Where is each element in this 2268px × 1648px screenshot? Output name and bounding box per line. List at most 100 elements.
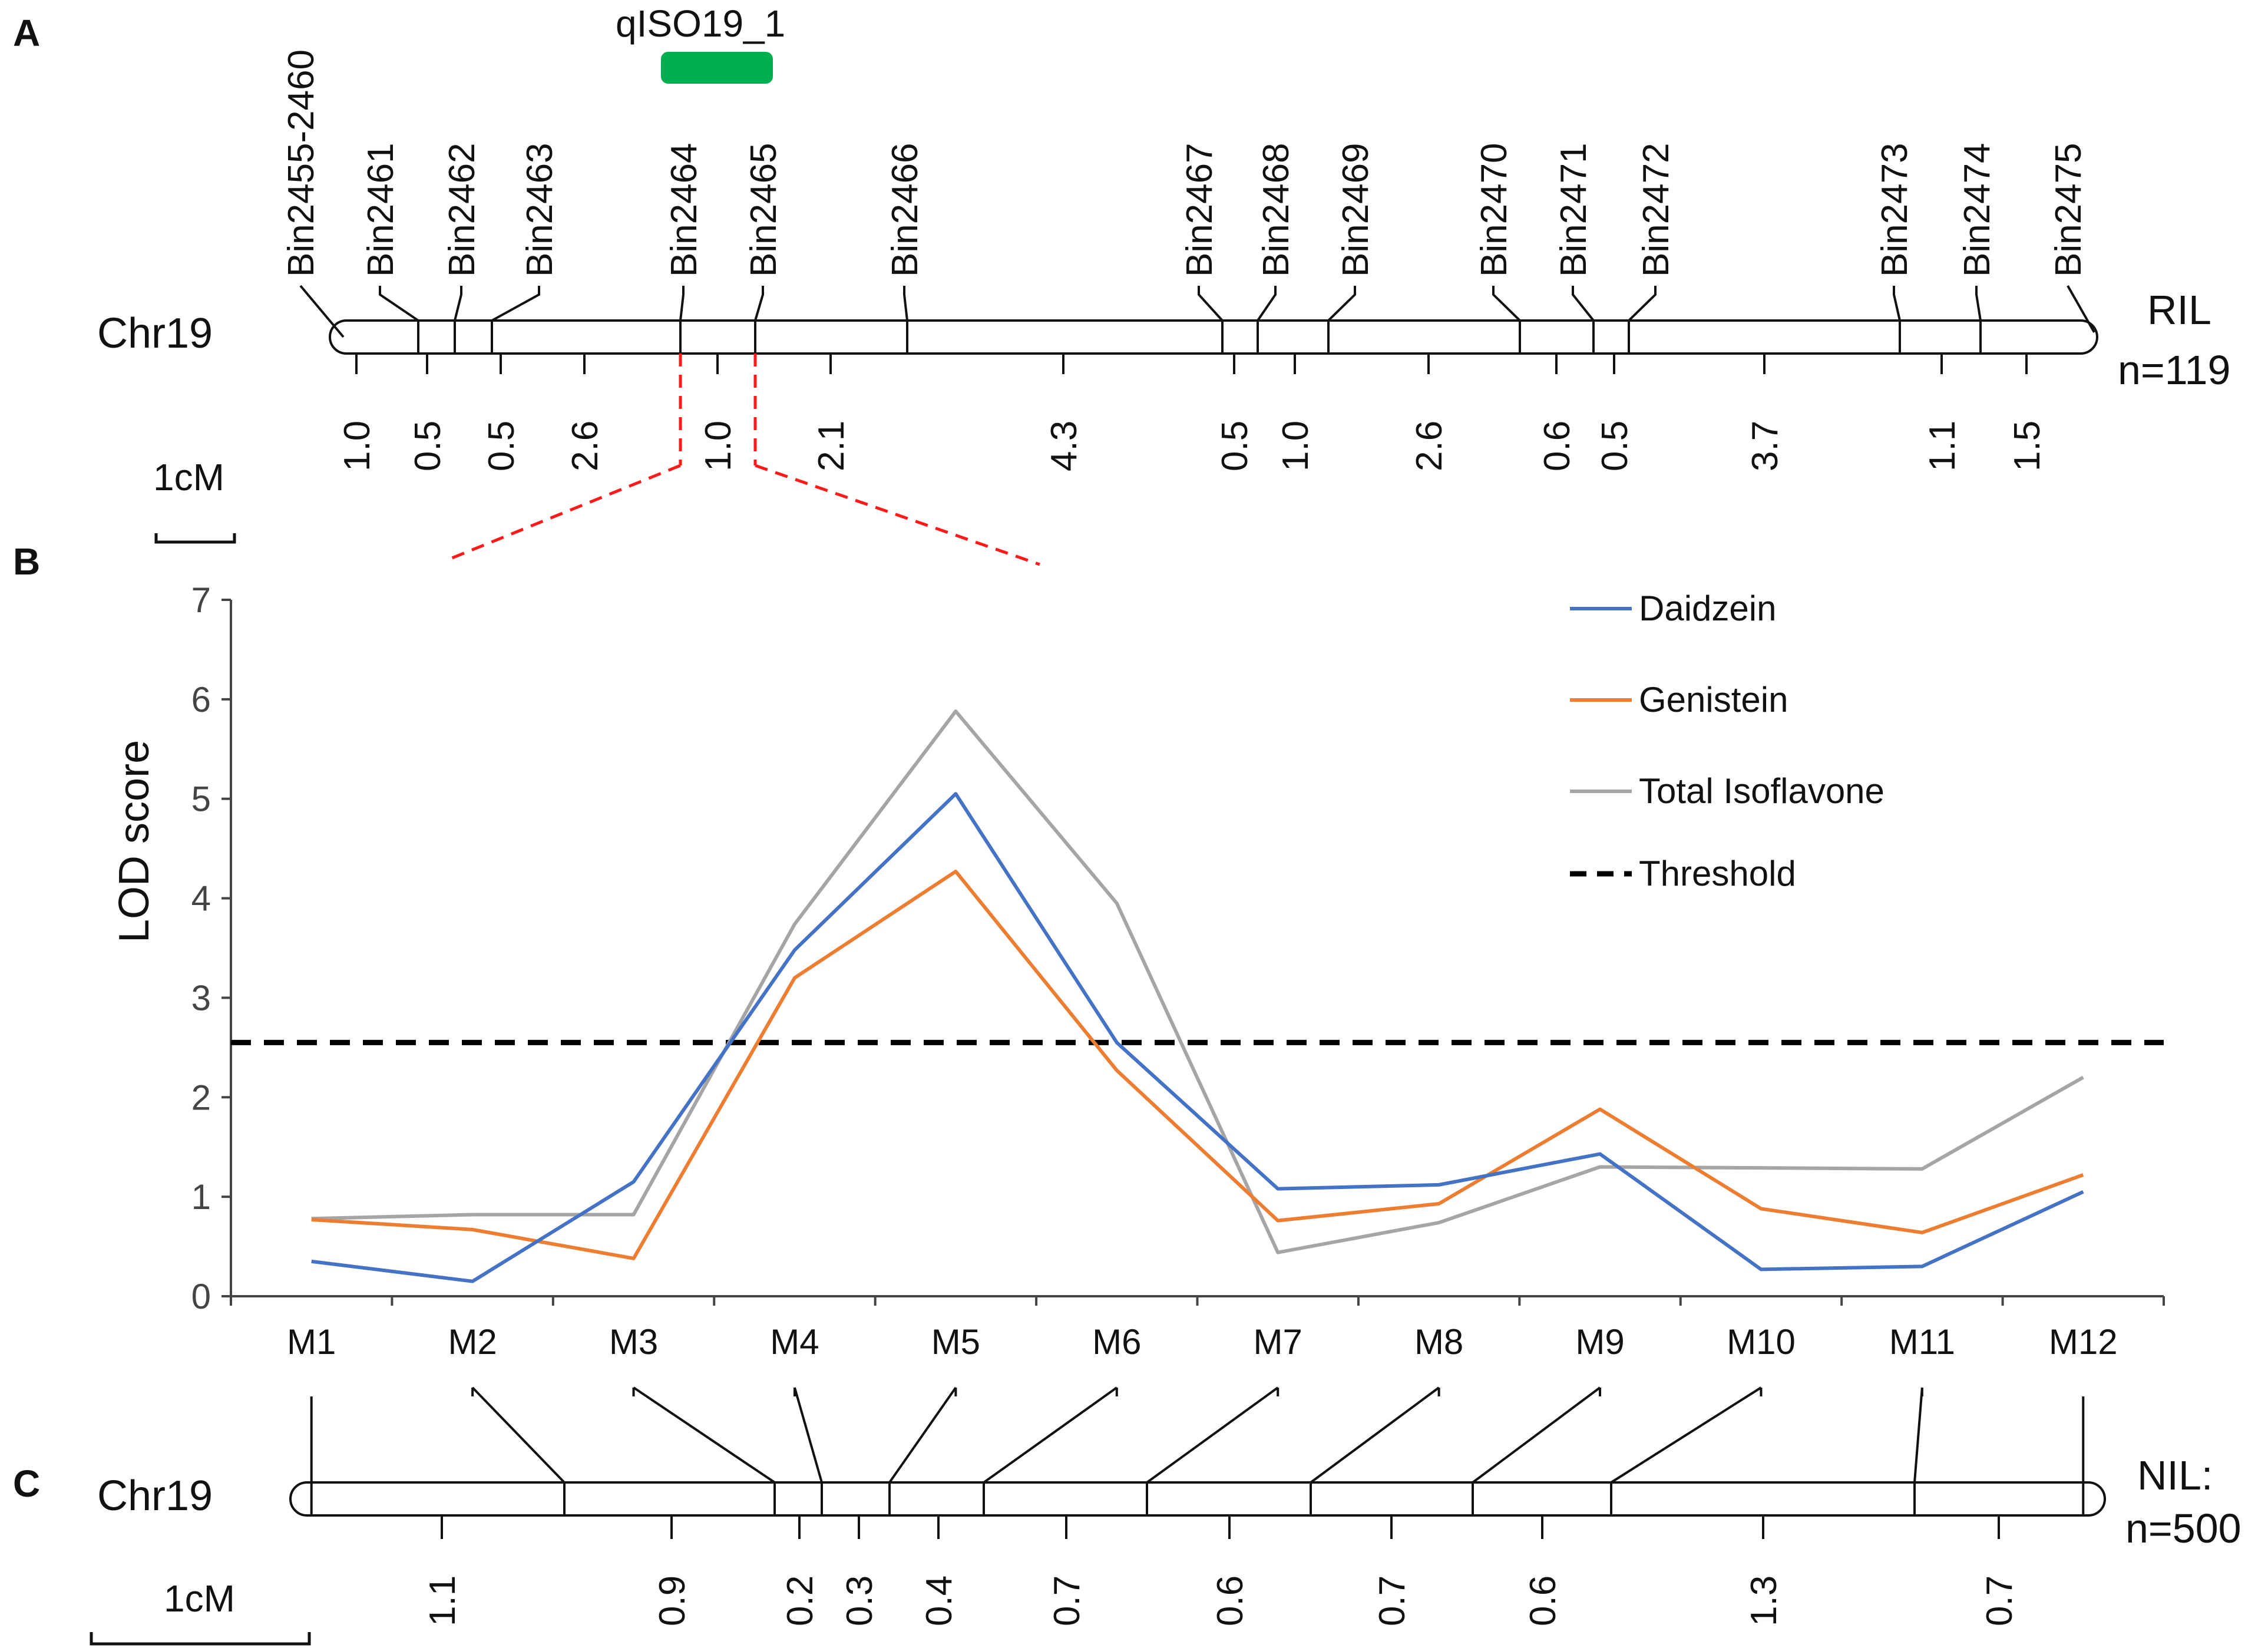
panel-a-scale-label: 1cM <box>153 456 224 498</box>
panel-a-chromosome-bar <box>329 319 2098 355</box>
y-tick-label: 1 <box>191 1177 211 1217</box>
distance-label: 2.6 <box>1409 421 1450 471</box>
distance-label: 0.5 <box>481 421 522 471</box>
distance-label: 1.1 <box>1922 421 1963 471</box>
bin-label: Bin2465 <box>743 143 784 277</box>
bin-label: Bin2463 <box>520 143 560 277</box>
panel-c-physical-map: Chr19 NIL: n=500 1.1 0.9 0.2 0.3 0.4 0.7 0.6 0.… <box>90 1386 2241 1646</box>
distance-label: 0.5 <box>408 421 448 471</box>
x-tick-label: M5 <box>931 1322 980 1362</box>
bin-boundary-line <box>1893 286 1901 354</box>
distance-label: 0.6 <box>1537 421 1578 471</box>
panel-a-population-size: n=119 <box>2118 347 2230 393</box>
series-line-total-isoflavone <box>311 709 2084 1254</box>
bin-boundary-line <box>1492 286 1521 354</box>
x-tick-label: M4 <box>770 1322 819 1362</box>
zoom-line-left-diagonal <box>447 464 681 562</box>
distance-label: 0.3 <box>839 1576 880 1626</box>
y-tick-label: 0 <box>191 1277 211 1316</box>
bin-boundary-line <box>1628 286 1657 354</box>
bin-boundary-line <box>454 286 462 354</box>
y-tick-label: 6 <box>191 680 211 719</box>
distance-label: 2.1 <box>811 421 852 471</box>
y-tick-label: 4 <box>191 879 211 919</box>
bin-boundary-line <box>379 286 419 354</box>
bin-boundary-line <box>754 286 764 354</box>
bin-label: Bin2462 <box>442 143 482 277</box>
distance-label: 4.3 <box>1044 421 1085 471</box>
distance-label: 1.3 <box>1744 1576 1784 1626</box>
y-tick-label: 5 <box>191 780 211 819</box>
bin-boundary-line <box>1327 286 1356 354</box>
bin-label: Bin2468 <box>1256 143 1297 277</box>
bin-label: Bin2467 <box>1179 143 1220 277</box>
bin-label: Bin2470 <box>1474 143 1515 277</box>
bin-boundary-line <box>903 286 908 354</box>
distance-label: 1.0 <box>1275 421 1316 471</box>
panel-c-chromosome-bar <box>289 1481 2106 1517</box>
y-tick-label: 2 <box>191 1078 211 1117</box>
bin-label: Bin2475 <box>2048 143 2089 277</box>
bin-boundary-line <box>1975 286 1982 354</box>
panel-c-population-size: n=500 <box>2125 1505 2241 1551</box>
bin-label: Bin2473 <box>1874 143 1915 277</box>
marker-link-line <box>793 1387 823 1515</box>
distance-label: 0.7 <box>1979 1576 2020 1626</box>
legend-label: Daidzein <box>1639 589 1776 628</box>
bin-label: Bin2471 <box>1553 143 1594 277</box>
bin-label: Bin2461 <box>361 143 401 277</box>
distance-label: 1.0 <box>337 421 378 471</box>
distance-label: 0.5 <box>1215 421 1255 471</box>
y-axis-label: LOD score <box>111 740 158 943</box>
distance-label: 0.7 <box>1372 1576 1413 1626</box>
legend-label: Total Isoflavone <box>1639 771 1885 811</box>
panel-c-population-label: NIL: <box>2137 1452 2213 1498</box>
marker-link-line <box>1310 1386 1440 1515</box>
qtl-interval-bar <box>661 52 773 84</box>
x-tick-label: M6 <box>1092 1322 1141 1362</box>
series-line-genistein <box>311 869 2084 1260</box>
x-tick-label: M3 <box>609 1322 658 1362</box>
marker-link-line <box>1472 1386 1602 1515</box>
distance-label: 3.7 <box>1745 421 1786 471</box>
bin-leader-line <box>2067 285 2095 333</box>
distance-label: 0.4 <box>919 1576 960 1626</box>
distance-label: 1.1 <box>422 1576 463 1626</box>
panel-c-scale-label: 1cM <box>164 1577 235 1620</box>
x-tick-label: M7 <box>1254 1322 1302 1362</box>
zoom-line-right-diagonal <box>755 464 1040 566</box>
distance-label: 0.2 <box>780 1576 821 1626</box>
distance-label: 0.6 <box>1523 1576 1563 1626</box>
panel-label-c: C <box>13 1462 40 1505</box>
bin-label: Bin2466 <box>885 143 925 277</box>
bin-boundary-line <box>679 286 685 354</box>
panel-a-chromosome-label: Chr19 <box>97 310 213 357</box>
x-tick-label: M9 <box>1575 1322 1624 1362</box>
bin-label: Bin2472 <box>1636 143 1677 277</box>
panel-a-scale-bar <box>154 533 236 544</box>
qtl-label: qISO19_1 <box>616 2 785 45</box>
distance-label: 1.0 <box>698 421 739 471</box>
bin-leader-line <box>299 285 345 338</box>
panel-c-scale-bar <box>90 1632 311 1646</box>
bin-label: Bin2455-2460 <box>281 49 322 277</box>
panel-a-population-label: RIL <box>2147 287 2211 333</box>
x-tick-label: M10 <box>1727 1322 1796 1362</box>
distance-label: 0.9 <box>652 1576 693 1626</box>
marker-link-line <box>1610 1386 1763 1515</box>
marker-link-line <box>632 1386 776 1515</box>
panel-a-genetic-map: Chr19 RIL n=119 qISO19_1 Bin2455-2460 Bin… <box>97 2 2230 566</box>
bin-boundary-line <box>1257 286 1277 354</box>
panel-c-chromosome-label: Chr19 <box>97 1472 213 1520</box>
distance-label: 0.5 <box>1595 421 1635 471</box>
x-tick-label: M1 <box>287 1322 336 1362</box>
bin-label: Bin2469 <box>1335 143 1376 277</box>
bin-boundary-line <box>491 286 540 354</box>
legend: Daidzein Genistein Total Isoflavone Thresho… <box>1570 589 1885 893</box>
x-tick-label: M8 <box>1414 1322 1463 1362</box>
legend-label: Genistein <box>1639 680 1788 719</box>
panel-b-lod-chart: LOD score 0 1 2 3 4 5 6 7 M1 M2 M3 M4 M5 M6 M7 M8 M9 M10… <box>111 580 2165 1362</box>
bin-boundary-line <box>1198 286 1224 354</box>
marker-link-line <box>888 1386 957 1515</box>
